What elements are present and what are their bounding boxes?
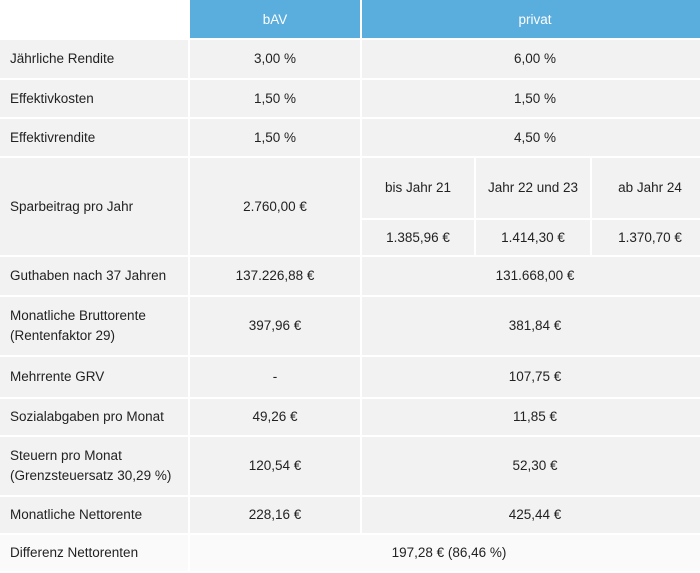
cell: 1,50 % — [190, 119, 360, 156]
row-label: Guthaben nach 37 Jahren — [0, 257, 188, 295]
sub-header: bis Jahr 21 — [362, 158, 474, 218]
cell: 228,16 € — [190, 497, 360, 533]
cell: 2.760,00 € — [190, 158, 360, 255]
cell: 137.226,88 € — [190, 257, 360, 295]
cell: 107,75 € — [362, 357, 700, 397]
row-label: Steuern pro Monat (Grenzsteuersatz 30,29… — [0, 437, 188, 495]
cell: 49,26 € — [190, 399, 360, 435]
cell: 3,00 % — [190, 40, 360, 78]
cell: 1,50 % — [362, 80, 700, 117]
row-label: Monatliche Bruttorente (Rentenfaktor 29) — [0, 297, 188, 355]
cell: - — [190, 357, 360, 397]
row-label: Jährliche Rendite — [0, 40, 188, 78]
header-cell: bAV — [190, 0, 360, 38]
row-label: Mehrrente GRV — [0, 357, 188, 397]
cell: 131.668,00 € — [362, 257, 700, 295]
cell: 120,54 € — [190, 437, 360, 495]
header-cell: privat — [362, 0, 700, 38]
cell: 1.414,30 € — [476, 220, 590, 255]
cell: 6,00 % — [362, 40, 700, 78]
row-label: Sparbeitrag pro Jahr — [0, 158, 188, 255]
corner — [0, 0, 188, 38]
row-label: Effektivrendite — [0, 119, 188, 156]
cell: 1,50 % — [190, 80, 360, 117]
row-label: Effektivkosten — [0, 80, 188, 117]
cell: 4,50 % — [362, 119, 700, 156]
row-label: Sozialabgaben pro Monat — [0, 399, 188, 435]
cell: 1.370,70 € — [592, 220, 700, 255]
row-label: Differenz Nettorenten — [0, 535, 188, 571]
sub-header: Jahr 22 und 23 — [476, 158, 590, 218]
sub-header: ab Jahr 24 — [592, 158, 700, 218]
cell: 1.385,96 € — [362, 220, 474, 255]
cell: 425,44 € — [362, 497, 700, 533]
cell: 52,30 € — [362, 437, 700, 495]
cell: 397,96 € — [190, 297, 360, 355]
cell: 197,28 € (86,46 %) — [190, 535, 700, 571]
cell: 11,85 € — [362, 399, 700, 435]
cell: 381,84 € — [362, 297, 700, 355]
row-label: Monatliche Nettorente — [0, 497, 188, 533]
